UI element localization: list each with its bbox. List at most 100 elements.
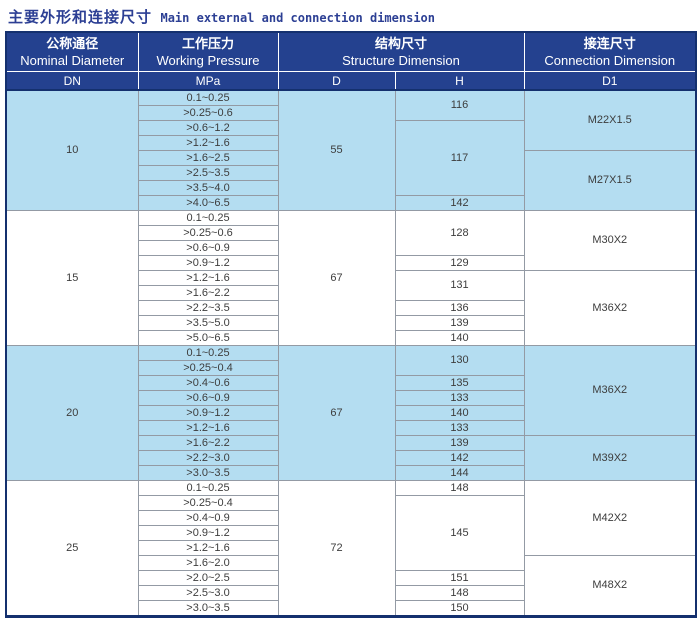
pressure-cell: >1.2~1.6 (137, 270, 279, 286)
h-cell: 144 (394, 465, 525, 481)
pressure-cell: >0.25~0.4 (137, 495, 279, 511)
subheader-dn: DN (5, 71, 139, 91)
h-cell: 135 (394, 375, 525, 391)
h-cell: 133 (394, 420, 525, 436)
pressure-cell: >0.4~0.9 (137, 510, 279, 526)
header-nominal-diameter-en: Nominal Diameter (20, 52, 125, 68)
table-row-dn20: >1.6~2.2 139 M39X2 (6, 435, 697, 481)
table-row-dn10: >1.6~2.5 M27X1.5 (6, 150, 697, 211)
pressure-cell: >3.0~3.5 (137, 600, 279, 617)
pressure-cell: >0.9~1.2 (137, 255, 279, 271)
d-cell: 72 (277, 480, 396, 617)
header-structure-dimension: 结构尺寸 Structure Dimension (277, 31, 525, 72)
dn-cell: 20 (5, 345, 139, 481)
table-row-dn15: >1.2~1.6 131 M36X2 (6, 270, 697, 346)
header-connection-dimension-en: Connection Dimension (544, 52, 676, 68)
pressure-cell: >3.5~5.0 (137, 315, 279, 331)
subheader-mpa: MPa (137, 71, 279, 91)
h-cell: 148 (394, 585, 525, 601)
subheader-d: D (277, 71, 396, 91)
dn-cell: 10 (5, 89, 139, 211)
header-connection-dimension: 接连尺寸 Connection Dimension (523, 31, 697, 72)
table-row-dn10: >4.0~6.5 142 (6, 195, 696, 211)
table-row-dn25: >0.25~0.4 145 (6, 495, 696, 571)
sub-header-row: DN MPa D H D1 (5, 71, 697, 91)
pressure-cell: >1.2~1.6 (137, 540, 279, 556)
pressure-cell: >1.2~1.6 (137, 135, 279, 151)
h-cell: 150 (394, 600, 525, 617)
header-working-pressure-zh: 工作压力 (181, 36, 234, 52)
table-header: 公称通径 Nominal Diameter 工作压力 Working Press… (5, 31, 697, 91)
dn-cell: 25 (5, 480, 139, 617)
h-cell: 129 (394, 255, 525, 271)
table-row-dn15: >3.5~5.0 139 (6, 315, 696, 331)
d1-cell: M27X1.5 (523, 150, 697, 211)
header-connection-dimension-zh: 接连尺寸 (583, 36, 636, 52)
pressure-cell: >0.25~0.4 (137, 360, 279, 376)
h-cell: 148 (394, 480, 525, 496)
d1-cell: M39X2 (523, 435, 697, 481)
pressure-cell: >0.6~0.9 (137, 390, 279, 406)
pressure-cell: 0.1~0.25 (137, 345, 279, 361)
pressure-cell: >1.6~2.2 (137, 435, 279, 451)
table-row-dn20: >0.6~0.9 133 (6, 390, 696, 406)
d-cell: 55 (277, 89, 396, 211)
dn-cell: 15 (5, 210, 139, 346)
header-working-pressure: 工作压力 Working Pressure (137, 31, 279, 72)
table-row-dn25: >2.5~3.0 148 (6, 585, 696, 601)
header-nominal-diameter: 公称通径 Nominal Diameter (5, 31, 139, 72)
table-row-dn15: >0.6~0.9 (6, 240, 696, 256)
pressure-cell: >4.0~6.5 (137, 195, 279, 211)
table-row-dn20: 20 0.1~0.25 67 130 M36X2 (5, 345, 697, 481)
table-row-dn25: >1.6~2.0 M48X2 (6, 555, 697, 617)
h-cell: 117 (394, 120, 525, 196)
h-cell: 131 (394, 270, 525, 301)
h-cell: 142 (394, 450, 525, 466)
h-cell: 136 (394, 300, 525, 316)
d1-cell: M36X2 (523, 345, 697, 436)
d1-cell: M22X1.5 (523, 89, 697, 151)
table-row-dn10: 10 0.1~0.25 55 116 M22X1.5 (5, 89, 697, 211)
h-cell: 128 (394, 210, 525, 256)
h-cell: 140 (394, 330, 525, 346)
d1-cell: M42X2 (523, 480, 697, 556)
pressure-cell: >0.6~1.2 (137, 120, 279, 136)
header-structure-dimension-zh: 结构尺寸 (374, 36, 427, 52)
pressure-cell: >1.2~1.6 (137, 420, 279, 436)
h-cell: 140 (394, 405, 525, 421)
pressure-cell: 0.1~0.25 (137, 480, 279, 496)
pressure-cell: >2.2~3.0 (137, 450, 279, 466)
d1-cell: M30X2 (523, 210, 697, 271)
pressure-cell: >1.6~2.5 (137, 150, 279, 166)
table-row-dn15: >0.25~0.6 (6, 225, 696, 241)
pressure-cell: >0.6~0.9 (137, 240, 279, 256)
pressure-cell: >3.0~3.5 (137, 465, 279, 481)
h-cell: 142 (394, 195, 525, 211)
table-row-dn10: >0.25~0.6 (6, 105, 696, 121)
table-row-dn20: >3.0~3.5 144 (6, 465, 696, 481)
h-cell: 145 (394, 495, 525, 571)
subheader-h: H (394, 71, 525, 91)
h-cell: 151 (394, 570, 525, 586)
d1-cell: M48X2 (523, 555, 697, 617)
pressure-cell: >2.5~3.0 (137, 585, 279, 601)
subheader-d1: D1 (523, 71, 697, 91)
pressure-cell: >5.0~6.5 (137, 330, 279, 346)
pressure-cell: >2.2~3.5 (137, 300, 279, 316)
table-row-dn20: >0.4~0.6 135 (6, 375, 696, 391)
table-row-dn20: >0.25~0.4 (6, 360, 696, 376)
d1-cell: M36X2 (523, 270, 697, 346)
h-cell: 133 (394, 390, 525, 406)
table-row-dn25: >1.2~1.6 (6, 540, 696, 556)
d-cell: 67 (277, 210, 396, 346)
header-working-pressure-en: Working Pressure (156, 52, 260, 68)
pressure-cell: >1.6~2.2 (137, 285, 279, 301)
h-cell: 139 (394, 315, 525, 331)
pressure-cell: 0.1~0.25 (137, 89, 279, 106)
page-title-chinese: 主要外形和连接尺寸 (8, 9, 153, 26)
pressure-cell: >3.5~4.0 (137, 180, 279, 196)
page-title: 主要外形和连接尺寸 Main external and connection d… (0, 0, 700, 31)
pressure-cell: >0.9~1.2 (137, 405, 279, 421)
table-row-dn15: >0.9~1.2 129 (6, 255, 696, 271)
